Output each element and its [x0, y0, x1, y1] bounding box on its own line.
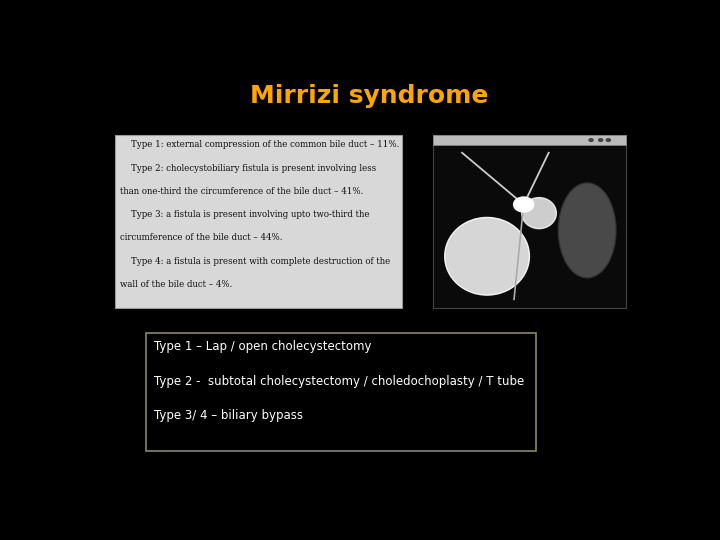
Circle shape — [513, 197, 534, 212]
Ellipse shape — [445, 218, 529, 295]
Circle shape — [598, 138, 603, 142]
Text: than one-third the circumference of the bile duct – 41%.: than one-third the circumference of the … — [120, 187, 363, 196]
Text: Type 4: a fistula is present with complete destruction of the: Type 4: a fistula is present with comple… — [120, 256, 390, 266]
Ellipse shape — [522, 198, 557, 228]
Text: Type 3: a fistula is present involving upto two-third the: Type 3: a fistula is present involving u… — [120, 210, 369, 219]
Text: Type 2 -  subtotal cholecystectomy / choledochoplasty / T tube: Type 2 - subtotal cholecystectomy / chol… — [154, 375, 524, 388]
Circle shape — [588, 138, 594, 142]
Ellipse shape — [558, 183, 616, 278]
FancyBboxPatch shape — [145, 333, 536, 451]
Circle shape — [606, 138, 611, 142]
Text: circumference of the bile duct – 44%.: circumference of the bile duct – 44%. — [120, 233, 282, 242]
Text: Type 1: external compression of the common bile duct – 11%.: Type 1: external compression of the comm… — [120, 140, 399, 150]
Text: Type 2: cholecystobiliary fistula is present involving less: Type 2: cholecystobiliary fistula is pre… — [120, 164, 376, 173]
FancyBboxPatch shape — [433, 136, 626, 145]
Text: Type 3/ 4 – biliary bypass: Type 3/ 4 – biliary bypass — [154, 409, 303, 422]
Text: Type 1 – Lap / open cholecystectomy: Type 1 – Lap / open cholecystectomy — [154, 341, 372, 354]
FancyBboxPatch shape — [433, 136, 626, 308]
Text: Mirrizi syndrome: Mirrizi syndrome — [250, 84, 488, 107]
Text: wall of the bile duct – 4%.: wall of the bile duct – 4%. — [120, 280, 232, 289]
FancyBboxPatch shape — [115, 136, 402, 308]
